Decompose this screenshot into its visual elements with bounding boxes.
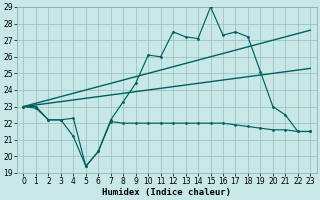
X-axis label: Humidex (Indice chaleur): Humidex (Indice chaleur)	[102, 188, 231, 197]
